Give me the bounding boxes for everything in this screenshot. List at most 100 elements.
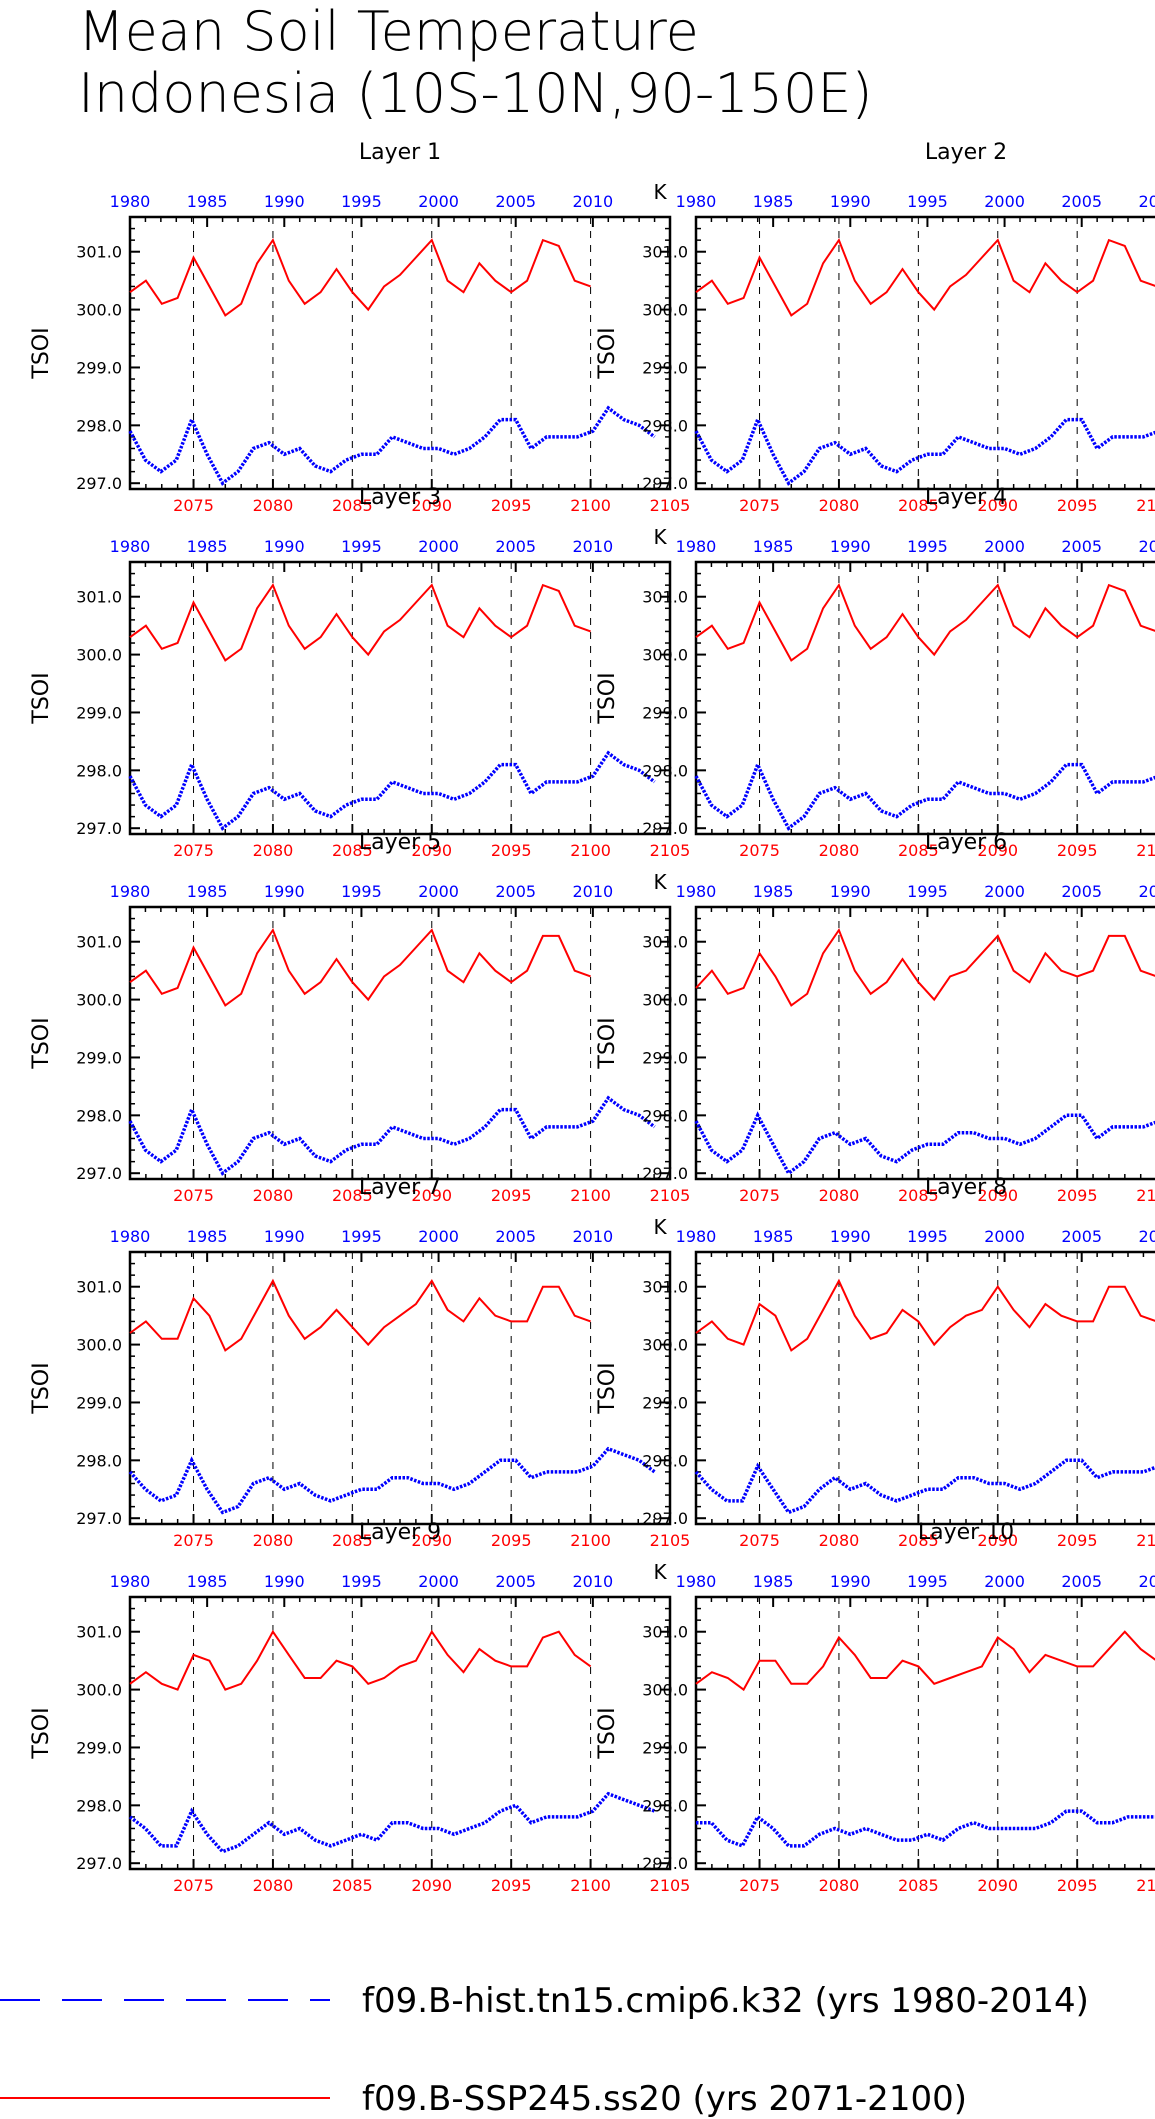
y-tick-label: 297.0 (642, 474, 688, 493)
x-tick-label-top: 2010 (572, 882, 613, 901)
series-hist-line (694, 415, 1155, 486)
y-tick-label: 297.0 (76, 1854, 122, 1873)
plot-frame (694, 560, 1155, 836)
y-tick-label: 299.0 (76, 703, 122, 722)
y-tick-label: 301.0 (76, 1623, 122, 1642)
x-tick-label-top: 2010 (1138, 1227, 1155, 1246)
x-tick-label-top: 2000 (418, 537, 459, 556)
series-ssp245-line (129, 927, 591, 1007)
y-axis-label: TSOI (595, 1017, 620, 1069)
panel-title: Layer 1 (359, 140, 441, 165)
panel-9: Layer 9 297.0 298.0 299.0 300.0 301.0 TSOI 2075… (29, 1520, 690, 1895)
x-tick-label-top: 1985 (753, 882, 794, 901)
series-ssp245-line (129, 1278, 591, 1352)
x-tick-label-top: 2000 (984, 537, 1025, 556)
x-tick-label-bottom: 2080 (253, 496, 294, 515)
x-tick-label-bottom: 2075 (173, 496, 214, 515)
panel-title: Layer 9 (359, 1520, 441, 1545)
x-tick-label-top: 2000 (984, 1227, 1025, 1246)
y-axis-label: TSOI (595, 1707, 620, 1759)
y-tick-label: 301.0 (642, 243, 688, 262)
x-tick-label-top: 1980 (676, 192, 717, 211)
panel-title: Layer 5 (359, 830, 441, 855)
x-tick-label-bottom: 2090 (411, 1186, 452, 1205)
x-tick-label-top: 2010 (1138, 882, 1155, 901)
panel-title: Layer 8 (925, 1175, 1007, 1200)
x-tick-label-bottom: 2105 (650, 1186, 691, 1205)
y-tick-label: 299.0 (76, 1393, 122, 1412)
y-tick-label: 300.0 (642, 646, 688, 665)
y-tick-label: 298.0 (76, 416, 122, 435)
x-tick-label-bottom: 2075 (739, 1876, 780, 1895)
x-tick-label-top: 2000 (984, 882, 1025, 901)
x-tick-label-top: 1995 (907, 1227, 948, 1246)
series-ssp245-line (129, 582, 591, 662)
y-tick-label: 299.0 (76, 358, 122, 377)
y-tick-label: 298.0 (76, 761, 122, 780)
panel-3: Layer 3 297.0 298.0 299.0 300.0 301.0 TSOI 2075… (29, 485, 690, 860)
x-tick-label-bottom: 2080 (253, 1876, 294, 1895)
x-tick-label-top: 2010 (572, 537, 613, 556)
x-tick-label-bottom: 2095 (491, 841, 532, 860)
x-tick-label-top: 1990 (830, 192, 871, 211)
x-tick-label-bottom: 2085 (898, 1531, 939, 1550)
y-tick-label: 301.0 (76, 1278, 122, 1297)
x-tick-label-bottom: 2095 (1057, 1186, 1098, 1205)
x-tick-label-bottom: 2100 (570, 841, 611, 860)
y-tick-label: 298.0 (642, 1451, 688, 1470)
plot-frame (694, 905, 1155, 1181)
series-hist-line (128, 1095, 656, 1176)
x-tick-label-bottom: 2080 (253, 1186, 294, 1205)
x-tick-label-top: 1985 (753, 1572, 794, 1591)
x-tick-label-top: 1995 (341, 882, 382, 901)
x-tick-label-bottom: 2100 (570, 1876, 611, 1895)
y-tick-label: 300.0 (642, 1681, 688, 1700)
x-tick-label-top: 1995 (341, 1572, 382, 1591)
unit-label: K (653, 1215, 667, 1239)
y-tick-label: 298.0 (642, 1106, 688, 1125)
x-tick-label-bottom: 2080 (819, 1531, 860, 1550)
x-tick-label-bottom: 2085 (332, 1531, 373, 1550)
x-tick-label-bottom: 2085 (898, 1876, 939, 1895)
x-tick-label-bottom: 2075 (739, 841, 780, 860)
panel-7: Layer 7 297.0 298.0 299.0 300.0 301.0 TSOI 2075… (29, 1175, 690, 1550)
plot-frame (694, 1250, 1155, 1526)
series-ssp245-line (695, 582, 1155, 662)
y-tick-label: 300.0 (76, 301, 122, 320)
x-tick-label-top: 1990 (264, 192, 305, 211)
x-tick-label-bottom: 2090 (977, 1876, 1018, 1895)
y-tick-label: 299.0 (642, 358, 688, 377)
x-tick-label-bottom: 2090 (411, 1531, 452, 1550)
x-tick-label-bottom: 2085 (898, 1186, 939, 1205)
y-tick-label: 300.0 (76, 1681, 122, 1700)
y-tick-label: 298.0 (642, 1796, 688, 1815)
x-tick-label-bottom: 2080 (819, 1876, 860, 1895)
x-tick-label-top: 1980 (110, 1572, 151, 1591)
x-tick-label-bottom: 2100 (1136, 1876, 1155, 1895)
series-hist-line (694, 1111, 1155, 1176)
x-tick-label-top: 2005 (1061, 1227, 1102, 1246)
x-tick-label-top: 1985 (187, 882, 228, 901)
y-axis-label: TSOI (595, 672, 620, 724)
y-tick-label: 297.0 (642, 1164, 688, 1183)
x-tick-label-bottom: 2100 (570, 1186, 611, 1205)
x-tick-label-bottom: 2095 (1057, 1531, 1098, 1550)
x-tick-label-bottom: 2080 (819, 841, 860, 860)
y-axis-label: TSOI (29, 327, 54, 379)
panel-title: Layer 7 (359, 1175, 441, 1200)
x-tick-label-top: 1980 (110, 537, 151, 556)
panel-8: Layer 8 297.0 298.0 299.0 300.0 301.0 TSOI 2075… (595, 1175, 1155, 1550)
x-tick-label-bottom: 2080 (253, 1531, 294, 1550)
x-tick-label-bottom: 2085 (898, 496, 939, 515)
panels-grid: Layer 1 297.0 298.0 299.0 300.0 301.0 TSOI 2075… (29, 140, 1155, 1895)
x-tick-label-top: 1995 (907, 1572, 948, 1591)
x-tick-label-top: 2010 (572, 1227, 613, 1246)
x-tick-label-bottom: 2100 (1136, 841, 1155, 860)
plot-frame (694, 1595, 1155, 1871)
x-tick-label-bottom: 2095 (491, 1876, 532, 1895)
x-tick-label-bottom: 2080 (819, 1186, 860, 1205)
plot-frame (128, 905, 672, 1181)
x-tick-label-top: 1985 (187, 537, 228, 556)
plot-frame (694, 215, 1155, 491)
panel-6: Layer 6 297.0 298.0 299.0 300.0 301.0 TSOI 2075… (595, 830, 1155, 1205)
